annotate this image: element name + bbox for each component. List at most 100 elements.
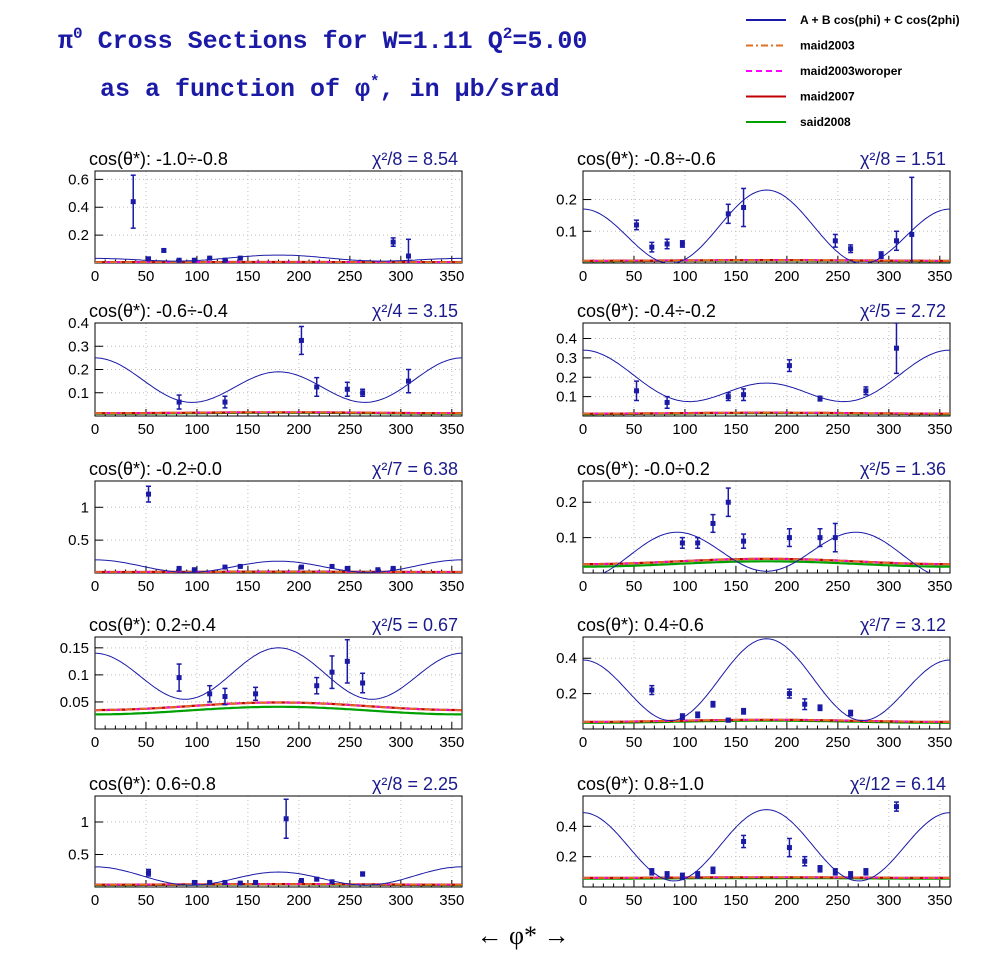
- x-tick-label: 250: [825, 578, 850, 595]
- x-tick-label: 350: [927, 421, 952, 438]
- x-tick-label: 0: [91, 421, 99, 438]
- y-tick-label: 0.5: [68, 847, 89, 864]
- data-point: [893, 801, 899, 812]
- point-marker: [176, 565, 182, 571]
- series-maid2003: [583, 411, 950, 415]
- legend-label: maid2003woroper: [800, 64, 902, 78]
- series-maid2003: [583, 876, 950, 879]
- x-tick-label: 250: [825, 421, 850, 438]
- point-marker: [695, 872, 701, 878]
- x-tick-label: 50: [626, 578, 643, 595]
- plot-frame: [94, 170, 463, 264]
- series-maid2003: [95, 411, 462, 414]
- y-tick-label: 0.4: [68, 315, 89, 332]
- x-tick-label: 300: [388, 734, 413, 751]
- x-tick-label: 200: [286, 578, 311, 595]
- point-marker: [130, 199, 136, 205]
- figure-title-line2: as a function of φ*, in μb/srad: [100, 73, 560, 104]
- data-point: [360, 388, 366, 397]
- point-marker: [191, 879, 197, 885]
- point-marker: [695, 712, 701, 718]
- x-tick-label: 150: [235, 578, 260, 595]
- panel: 0 50 100 150 200 250 300 350 0.1 0.2 0.3 0.4cos(θ*)…: [68, 301, 464, 438]
- data-point: [146, 485, 152, 503]
- legend-entry: maid2003woroper: [746, 64, 902, 78]
- x-tick-label: 100: [184, 268, 209, 285]
- data-point: [344, 638, 350, 684]
- data-point: [802, 698, 808, 711]
- y-tick-label: 0.2: [556, 369, 577, 386]
- point-marker: [817, 535, 823, 541]
- point-marker: [222, 564, 228, 570]
- x-tick-label: 150: [235, 421, 260, 438]
- x-tick-label: 350: [927, 892, 952, 909]
- point-marker: [191, 257, 197, 263]
- x-tick-label: 100: [672, 734, 697, 751]
- x-tick-label: 300: [876, 734, 901, 751]
- point-marker: [191, 567, 197, 573]
- data-point: [176, 394, 182, 410]
- data-point: [634, 380, 640, 402]
- x-tick-label: 100: [184, 421, 209, 438]
- x-tick-label: 250: [337, 268, 362, 285]
- point-marker: [786, 535, 792, 541]
- panel-title: cos(θ*): -0.6÷-0.4: [89, 301, 228, 321]
- data-point: [222, 395, 228, 409]
- plot-area: [95, 485, 462, 573]
- point-marker: [893, 345, 899, 351]
- data-point: [283, 798, 289, 839]
- y-tick-label: 0.2: [556, 686, 577, 703]
- data-point: [802, 855, 808, 867]
- data-point: [405, 368, 411, 394]
- title-sup2: 2: [503, 25, 513, 43]
- data-point: [344, 381, 350, 397]
- x-tick-label: 50: [626, 892, 643, 909]
- x-tick-label: 250: [337, 892, 362, 909]
- x-tick-label: 0: [91, 578, 99, 595]
- data-point: [679, 240, 685, 248]
- point-marker: [786, 363, 792, 369]
- y-tick-label: 0.6: [68, 171, 89, 188]
- x-tick-label: 200: [286, 892, 311, 909]
- data-point: [360, 672, 366, 694]
- point-marker: [893, 238, 899, 244]
- data-point: [695, 871, 701, 879]
- x-tick-label: 0: [91, 268, 99, 285]
- data-point: [649, 868, 655, 876]
- x-tick-label: 300: [388, 578, 413, 595]
- y-tick-label: 0.2: [68, 362, 89, 379]
- data-point: [314, 376, 320, 397]
- y-tick-label: 0.05: [60, 694, 89, 711]
- plot-area: [583, 323, 950, 416]
- point-marker: [679, 241, 685, 247]
- x-tick-label: 50: [626, 734, 643, 751]
- data-point: [161, 247, 167, 253]
- point-marker: [283, 816, 289, 822]
- panel-title: cos(θ*): -0.0÷0.2: [577, 459, 710, 479]
- data-point: [817, 395, 823, 402]
- plot-area: [95, 638, 462, 716]
- x-tick-label: 100: [184, 578, 209, 595]
- point-marker: [741, 708, 747, 714]
- data-point: [222, 879, 228, 885]
- point-marker: [161, 247, 167, 253]
- data-point: [725, 203, 731, 225]
- data-point: [710, 866, 716, 875]
- x-tick-label: 50: [626, 421, 643, 438]
- chi2-label: χ²/12 = 6.14: [850, 774, 946, 794]
- data-point: [878, 251, 884, 259]
- series-fit: [583, 809, 950, 882]
- legend-label: maid2007: [800, 90, 855, 104]
- x-axis-label: ← φ* →: [476, 921, 569, 950]
- chi2-label: χ²/8 = 1.51: [860, 149, 946, 169]
- series-fit: [583, 638, 950, 721]
- chi2-label: χ²/7 = 3.12: [860, 615, 946, 635]
- data-point: [314, 876, 320, 882]
- point-marker: [695, 540, 701, 546]
- point-marker: [390, 239, 396, 245]
- point-marker: [817, 396, 823, 402]
- x-tick-label: 350: [439, 892, 464, 909]
- point-marker: [176, 257, 182, 263]
- x-tick-label: 200: [774, 421, 799, 438]
- point-marker: [360, 390, 366, 396]
